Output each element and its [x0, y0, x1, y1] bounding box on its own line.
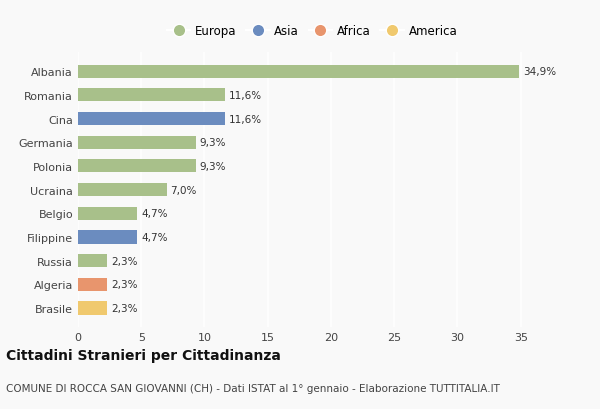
Bar: [78, 302, 107, 315]
Bar: [78, 89, 225, 102]
Text: COMUNE DI ROCCA SAN GIOVANNI (CH) - Dati ISTAT al 1° gennaio - Elaborazione TUTT: COMUNE DI ROCCA SAN GIOVANNI (CH) - Dati…: [6, 383, 500, 393]
Bar: [78, 254, 107, 267]
Bar: [78, 65, 520, 79]
Bar: [78, 231, 137, 244]
Text: 11,6%: 11,6%: [229, 91, 262, 101]
Text: 4,7%: 4,7%: [141, 232, 168, 243]
Text: 4,7%: 4,7%: [141, 209, 168, 219]
Text: 11,6%: 11,6%: [229, 115, 262, 124]
Legend: Europa, Asia, Africa, America: Europa, Asia, Africa, America: [162, 21, 462, 43]
Text: 2,3%: 2,3%: [111, 303, 137, 313]
Text: Cittadini Stranieri per Cittadinanza: Cittadini Stranieri per Cittadinanza: [6, 348, 281, 362]
Bar: [78, 137, 196, 149]
Text: 9,3%: 9,3%: [199, 138, 226, 148]
Bar: [78, 184, 167, 197]
Text: 2,3%: 2,3%: [111, 280, 137, 290]
Bar: [78, 278, 107, 291]
Bar: [78, 160, 196, 173]
Bar: [78, 113, 225, 126]
Text: 7,0%: 7,0%: [170, 185, 197, 195]
Text: 9,3%: 9,3%: [199, 162, 226, 171]
Bar: [78, 207, 137, 220]
Text: 34,9%: 34,9%: [523, 67, 556, 77]
Text: 2,3%: 2,3%: [111, 256, 137, 266]
